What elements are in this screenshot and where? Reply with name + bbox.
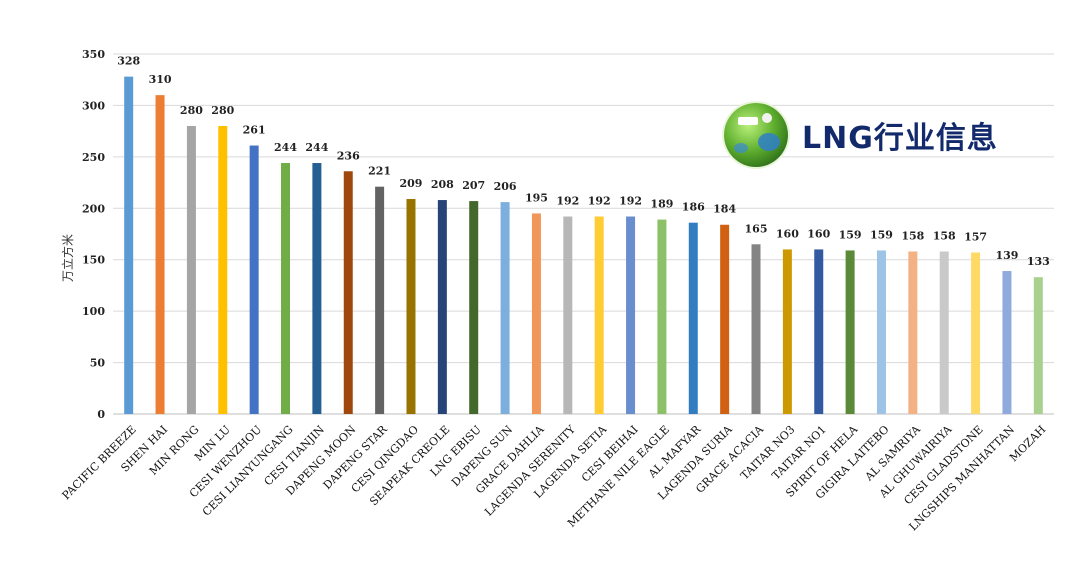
bar <box>531 213 541 414</box>
data-label: 221 <box>368 165 391 178</box>
bar <box>626 216 636 414</box>
logo-text: LNG行业信息 <box>802 121 998 156</box>
bar <box>437 200 447 414</box>
bar <box>343 171 353 414</box>
grid-lines <box>113 53 1054 415</box>
data-label: 160 <box>807 227 830 240</box>
data-label: 165 <box>745 222 768 235</box>
bar <box>124 76 134 414</box>
data-label: 133 <box>1027 255 1050 268</box>
data-label: 159 <box>839 228 862 241</box>
bar <box>845 250 855 414</box>
bar <box>657 219 667 414</box>
bar <box>218 126 228 414</box>
bar <box>281 163 291 414</box>
bar <box>500 202 510 414</box>
y-tick-label: 100 <box>82 305 105 318</box>
data-label: 206 <box>494 180 517 193</box>
bars <box>124 76 1043 415</box>
data-label: 159 <box>870 228 893 241</box>
y-tick-label: 300 <box>82 99 105 112</box>
bar <box>594 216 604 414</box>
bar <box>312 163 322 414</box>
bar <box>1033 277 1043 414</box>
y-tick-label: 150 <box>82 254 105 267</box>
data-label: 244 <box>274 141 297 154</box>
data-label: 160 <box>776 227 799 240</box>
y-axis: 0 50 100 150 200 250 300 350 <box>82 48 105 421</box>
y-tick-label: 0 <box>97 408 105 421</box>
bar <box>155 95 165 415</box>
y-tick-label: 50 <box>90 357 106 370</box>
bar <box>186 126 196 414</box>
bar <box>720 224 730 414</box>
data-label: 244 <box>305 141 328 154</box>
bar <box>876 250 886 414</box>
bar <box>939 251 949 414</box>
data-label: 310 <box>149 73 172 86</box>
data-label: 192 <box>619 195 642 208</box>
bar <box>563 216 573 414</box>
bar <box>375 186 385 414</box>
bar <box>688 222 698 414</box>
data-label: 139 <box>995 249 1018 262</box>
data-label: 261 <box>243 124 266 137</box>
bar <box>782 249 792 414</box>
data-label: 280 <box>211 104 234 117</box>
bar <box>751 244 761 414</box>
data-labels: 328 310 280 280 261 244 244 236 221 209 208 207 206 1… <box>117 55 1050 269</box>
data-label: 236 <box>337 149 360 162</box>
logo: LNG行业信息 <box>724 102 998 168</box>
y-tick-label: 200 <box>82 202 105 215</box>
data-label: 157 <box>964 231 987 244</box>
data-label: 209 <box>399 177 422 190</box>
bar <box>469 201 479 414</box>
data-label: 195 <box>525 191 548 204</box>
data-label: 192 <box>556 195 579 208</box>
data-label: 208 <box>431 178 454 191</box>
data-label: 189 <box>650 198 673 211</box>
y-axis-label: 万立方米 <box>60 234 75 282</box>
data-label: 158 <box>901 229 924 242</box>
data-label: 158 <box>933 229 956 242</box>
data-label: 184 <box>713 203 736 216</box>
bar <box>406 199 416 414</box>
bar <box>249 145 259 415</box>
data-label: 280 <box>180 104 203 117</box>
data-label: 328 <box>117 55 140 68</box>
bar <box>1002 271 1012 414</box>
bar <box>908 251 918 414</box>
y-tick-label: 250 <box>82 151 105 164</box>
bar <box>971 252 981 414</box>
data-label: 192 <box>588 195 611 208</box>
globe-icon <box>724 103 788 167</box>
y-tick-label: 350 <box>82 48 105 61</box>
data-label: 207 <box>462 179 485 192</box>
bar <box>814 249 824 414</box>
data-label: 186 <box>682 201 705 214</box>
